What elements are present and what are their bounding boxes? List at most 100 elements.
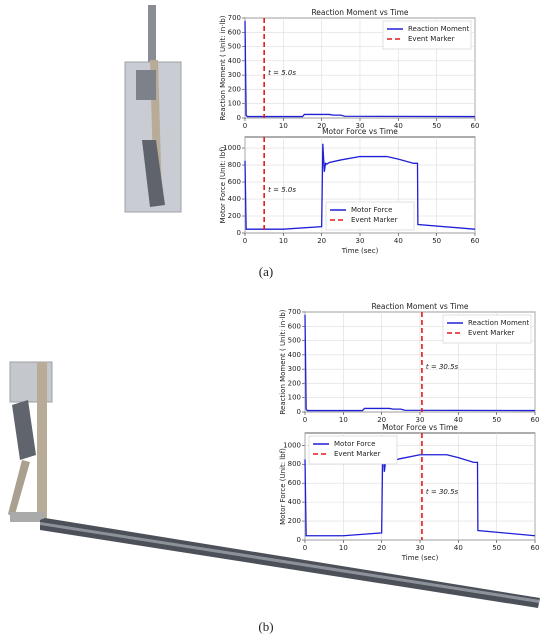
y-tick-label: 0	[237, 229, 241, 237]
data-line	[304, 314, 536, 412]
legend-label: Event Marker	[408, 35, 455, 43]
x-tick-label: 20	[377, 416, 386, 424]
x-tick-label: 60	[531, 416, 540, 424]
y-tick-label: 800	[288, 460, 301, 468]
y-tick-label: 400	[288, 351, 301, 359]
legend-label: Reaction Moment	[468, 319, 530, 327]
annotation: t = 30.5s	[426, 488, 459, 496]
y-tick-label: 1000	[223, 144, 241, 152]
y-axis-label: Motor Force (Unit: lbf)	[219, 146, 227, 223]
beam-highlight	[40, 522, 540, 603]
data-line	[244, 20, 476, 118]
y-axis-label: Reaction Moment ( Unit: in·lb)	[279, 309, 287, 414]
y-tick-label: 300	[228, 71, 241, 79]
x-tick-label: 40	[394, 122, 403, 130]
x-tick-label: 10	[339, 544, 348, 552]
x-tick-label: 0	[303, 416, 307, 424]
legend-label: Event Marker	[468, 329, 515, 337]
legend: Reaction Moment Event Marker	[442, 314, 532, 344]
caption: (b)	[258, 619, 273, 634]
y-tick-label: 300	[288, 365, 301, 373]
x-tick-label: 50	[492, 544, 501, 552]
y-tick-label: 100	[288, 394, 301, 402]
render-b	[8, 361, 540, 608]
link	[37, 362, 47, 522]
x-tick-label: 20	[377, 544, 386, 552]
legend-label: Motor Force	[334, 440, 375, 448]
y-tick-label: 200	[228, 85, 241, 93]
motor	[12, 400, 36, 460]
rod	[148, 5, 156, 65]
y-tick-label: 600	[228, 28, 241, 36]
annotation: t = 5.0s	[268, 186, 296, 194]
x-tick-label: 0	[303, 544, 307, 552]
y-tick-label: 700	[228, 14, 241, 22]
annotation: t = 5.0s	[268, 69, 296, 77]
x-tick-label: 0	[243, 237, 247, 245]
y-tick-label: 0	[297, 408, 301, 416]
chart-title: Reaction Moment vs Time	[371, 302, 468, 311]
legend-label: Motor Force	[351, 206, 392, 214]
y-tick-label: 600	[228, 178, 241, 186]
x-tick-label: 30	[416, 416, 425, 424]
x-tick-label: 0	[243, 122, 247, 130]
x-tick-label: 50	[492, 416, 501, 424]
x-tick-label: 10	[279, 122, 288, 130]
y-tick-label: 100	[228, 100, 241, 108]
x-tick-label: 30	[356, 122, 365, 130]
x-tick-label: 50	[432, 122, 441, 130]
legend-box	[308, 435, 398, 465]
y-tick-label: 200	[288, 517, 301, 525]
x-tick-label: 30	[416, 544, 425, 552]
x-axis-label: Time (sec)	[341, 247, 379, 255]
y-tick-label: 400	[228, 195, 241, 203]
x-tick-label: 20	[317, 237, 326, 245]
chart-title: Reaction Moment vs Time	[311, 8, 408, 17]
caption: (a)	[259, 264, 273, 279]
legend-label: Event Marker	[334, 450, 381, 458]
x-tick-label: 40	[454, 544, 463, 552]
actuator	[142, 140, 165, 207]
y-tick-label: 200	[288, 379, 301, 387]
chart-title: Motor Force vs Time	[322, 127, 398, 136]
strut	[8, 460, 30, 518]
x-axis-label: Time (sec)	[401, 554, 439, 562]
legend: Motor Force Event Marker	[325, 201, 415, 231]
annotation: t = 30.5s	[426, 363, 459, 371]
x-tick-label: 10	[339, 416, 348, 424]
render-a	[124, 5, 182, 213]
legend-label: Reaction Moment	[408, 25, 470, 33]
legend: Motor Force Event Marker	[308, 435, 398, 465]
y-tick-label: 500	[288, 337, 301, 345]
x-tick-label: 50	[432, 237, 441, 245]
y-axis-label: Motor Force (Unit: lbf)	[279, 448, 287, 525]
x-tick-label: 10	[279, 237, 288, 245]
y-tick-label: 200	[228, 212, 241, 220]
x-tick-label: 40	[394, 237, 403, 245]
x-tick-label: 40	[454, 416, 463, 424]
legend: Reaction Moment Event Marker	[382, 20, 472, 50]
x-tick-label: 60	[471, 237, 480, 245]
bracket	[10, 512, 45, 522]
y-tick-label: 1000	[283, 441, 301, 449]
y-tick-label: 400	[288, 498, 301, 506]
y-tick-label: 600	[288, 322, 301, 330]
y-tick-label: 700	[288, 308, 301, 316]
legend-box	[382, 20, 472, 50]
y-tick-label: 500	[228, 43, 241, 51]
y-tick-label: 0	[297, 536, 301, 544]
y-tick-label: 600	[288, 479, 301, 487]
x-tick-label: 20	[317, 122, 326, 130]
data-line	[244, 143, 476, 230]
x-tick-label: 60	[471, 122, 480, 130]
legend-box	[325, 201, 415, 231]
y-tick-label: 0	[237, 114, 241, 122]
y-axis-label: Reaction Moment ( Unit: in·lb)	[219, 15, 227, 120]
y-tick-label: 400	[228, 57, 241, 65]
motor	[136, 70, 156, 100]
x-tick-label: 60	[531, 544, 540, 552]
legend-box	[442, 314, 532, 344]
x-tick-label: 30	[356, 237, 365, 245]
y-tick-label: 800	[228, 161, 241, 169]
